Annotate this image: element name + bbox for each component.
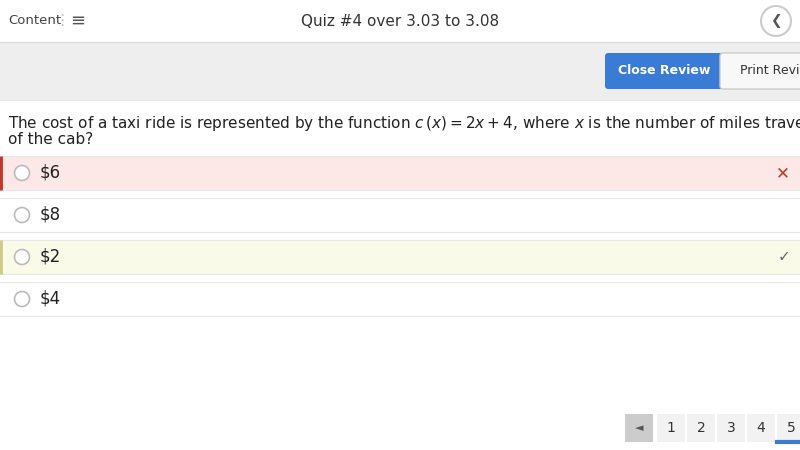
FancyBboxPatch shape [657, 414, 685, 442]
Circle shape [14, 292, 30, 306]
Text: of the cab?: of the cab? [8, 132, 94, 147]
Text: 5: 5 [786, 421, 795, 435]
FancyBboxPatch shape [0, 0, 800, 42]
Text: Print Review: Print Review [740, 64, 800, 77]
Text: ◄: ◄ [634, 423, 643, 433]
Text: $4: $4 [40, 290, 61, 308]
Text: ✕: ✕ [776, 164, 790, 182]
FancyBboxPatch shape [747, 414, 775, 442]
FancyBboxPatch shape [777, 414, 800, 442]
FancyBboxPatch shape [0, 156, 800, 190]
Text: ≡: ≡ [70, 12, 86, 30]
Text: 3: 3 [726, 421, 735, 435]
Text: 1: 1 [666, 421, 675, 435]
FancyBboxPatch shape [0, 240, 800, 274]
Circle shape [14, 166, 30, 180]
Circle shape [761, 6, 791, 36]
Text: $6: $6 [40, 164, 61, 182]
FancyBboxPatch shape [605, 53, 723, 89]
FancyBboxPatch shape [0, 282, 800, 316]
Text: ✓: ✓ [778, 249, 790, 265]
FancyBboxPatch shape [720, 53, 800, 89]
FancyBboxPatch shape [0, 198, 800, 232]
Text: Close Review: Close Review [618, 64, 710, 77]
FancyBboxPatch shape [0, 42, 800, 100]
Text: Content: Content [8, 14, 61, 27]
Text: Quiz #4 over 3.03 to 3.08: Quiz #4 over 3.03 to 3.08 [301, 14, 499, 28]
Text: $2: $2 [40, 248, 62, 266]
FancyBboxPatch shape [625, 414, 653, 442]
Circle shape [14, 207, 30, 222]
FancyBboxPatch shape [717, 414, 745, 442]
Text: ⋮: ⋮ [54, 14, 70, 28]
FancyBboxPatch shape [687, 414, 715, 442]
Circle shape [14, 249, 30, 265]
Text: The cost of a taxi ride is represented by the function $c\,(x) = 2x + 4$, where : The cost of a taxi ride is represented b… [8, 114, 800, 133]
Text: 4: 4 [757, 421, 766, 435]
Text: $8: $8 [40, 206, 61, 224]
Text: 2: 2 [697, 421, 706, 435]
Text: ❮: ❮ [770, 14, 782, 28]
